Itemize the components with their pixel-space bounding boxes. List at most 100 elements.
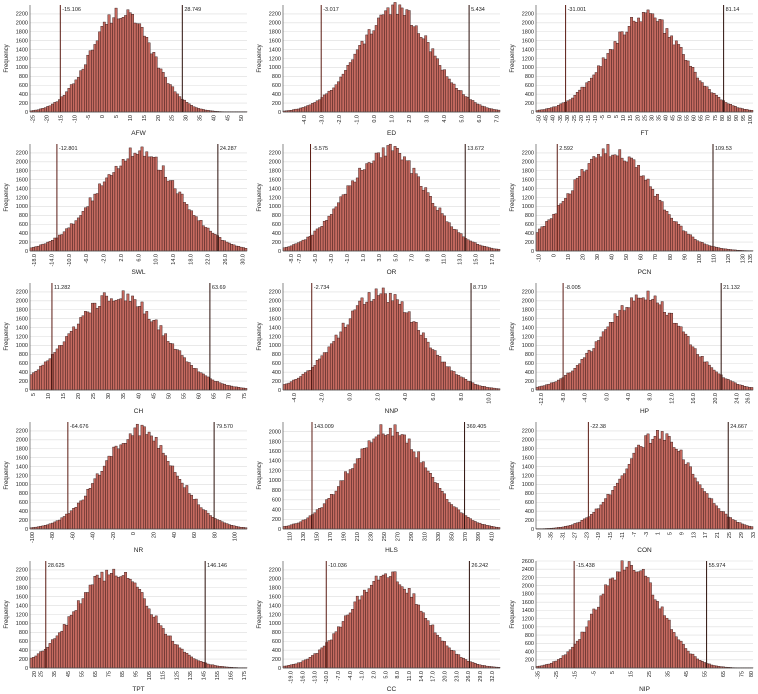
histogram-bar <box>117 300 119 390</box>
histogram-bar <box>472 242 474 251</box>
histogram-bar <box>720 511 722 529</box>
histogram-bar <box>342 74 344 112</box>
histogram-bar <box>661 431 663 529</box>
y-tick-label: 1600 <box>269 177 281 183</box>
x-tick-label: -11 <box>620 532 626 540</box>
histogram-bar <box>176 350 178 390</box>
x-tick-label: -5.0 <box>313 254 319 263</box>
histogram-bar <box>553 107 555 112</box>
histogram-bar <box>337 82 339 112</box>
histogram-bar <box>193 107 195 112</box>
x-tick-label: 135 <box>188 671 194 680</box>
histogram-bar <box>673 221 675 251</box>
histogram-bar <box>333 495 335 529</box>
histogram-bar <box>47 647 49 668</box>
histogram-bar <box>368 162 370 251</box>
histogram-bar <box>567 373 569 390</box>
y-tick-label: 0 <box>531 666 534 672</box>
x-tick-label: -23 <box>584 532 590 540</box>
x-tick-label: 25 <box>170 115 176 121</box>
histogram-bar <box>323 221 325 251</box>
y-tick-label: 2200 <box>16 151 28 157</box>
y-axis-label: Frequency <box>510 183 516 211</box>
x-tick-label: 60 <box>197 393 203 399</box>
histogram-bar <box>179 648 181 668</box>
histogram-bar <box>703 662 705 668</box>
y-tick-label: 1200 <box>269 56 281 62</box>
histogram-bar <box>722 249 724 251</box>
histogram-bar <box>183 358 185 390</box>
histogram-bar <box>645 576 647 668</box>
histogram-bar <box>110 299 112 390</box>
histogram-bar <box>340 77 342 112</box>
x-tick-label: 29.0 <box>478 671 484 682</box>
histogram-bar <box>167 83 169 112</box>
y-axis-label: Frequency <box>510 461 516 489</box>
x-tick-label: 50 <box>678 115 684 121</box>
histogram-bar <box>694 349 696 390</box>
histogram-bar <box>670 313 672 390</box>
histogram-bar <box>195 660 197 668</box>
histogram-bar <box>349 186 351 251</box>
histogram-bar <box>108 575 110 668</box>
x-tick-label: 26.0 <box>466 671 472 682</box>
histogram-bar <box>103 293 105 390</box>
x-tick-label: -20 <box>44 115 50 123</box>
y-tick-label: 2000 <box>522 438 534 444</box>
histogram-bar <box>673 323 675 390</box>
x-tick-label: 45 <box>684 671 690 677</box>
histogram-bar <box>179 351 181 390</box>
histogram-bar <box>366 302 368 390</box>
histogram-bar <box>56 636 58 668</box>
x-axis-label: NNP <box>385 408 399 415</box>
histogram-bar <box>675 449 677 529</box>
histogram-bar <box>597 509 599 529</box>
histogram-bar <box>174 189 176 251</box>
y-tick-label: 1800 <box>522 30 534 36</box>
histogram-bar <box>685 648 687 668</box>
histogram-bar <box>722 512 724 529</box>
histogram-bar <box>621 305 623 390</box>
lower-bound-label: -3.017 <box>323 7 339 13</box>
histogram-bar <box>718 374 720 390</box>
histogram-bar <box>429 52 431 112</box>
histogram-bar <box>37 654 39 668</box>
histogram-bar <box>652 14 654 112</box>
y-tick-label: 600 <box>272 361 281 367</box>
histogram-bar <box>415 458 417 529</box>
histogram-bar <box>58 345 60 390</box>
histogram-bar <box>77 503 79 529</box>
histogram-bar <box>325 94 327 112</box>
histogram-bar <box>576 641 578 668</box>
x-tick-label: 11.0 <box>407 671 413 681</box>
histogram-bar <box>425 188 427 251</box>
lower-bound-label: -8.005 <box>565 285 581 291</box>
histogram-bar <box>389 144 391 251</box>
histogram-bar <box>614 580 616 668</box>
histogram-bar <box>403 589 405 668</box>
histogram-bar <box>640 571 642 668</box>
histogram-bar <box>656 430 658 529</box>
histogram-bar <box>183 652 185 668</box>
histogram-bar <box>469 241 471 251</box>
y-tick-label: 2000 <box>269 577 281 583</box>
histogram-bar <box>699 660 701 668</box>
histogram-bar <box>87 489 89 529</box>
histogram-bar <box>703 244 705 251</box>
histogram-bar <box>453 371 455 390</box>
y-tick-label: 600 <box>272 639 281 645</box>
histogram-bar <box>696 354 698 390</box>
histogram-bar <box>685 334 687 390</box>
histogram-bar <box>729 381 731 390</box>
x-tick-label: 5.0 <box>459 115 465 123</box>
histogram-bar <box>356 50 358 112</box>
histogram-bar <box>420 611 422 668</box>
histogram-bar <box>701 242 703 251</box>
histogram-bar <box>363 304 365 390</box>
histogram-bar <box>164 634 166 668</box>
histogram-bar <box>694 72 696 112</box>
x-tick-label: 2.0 <box>119 254 125 262</box>
